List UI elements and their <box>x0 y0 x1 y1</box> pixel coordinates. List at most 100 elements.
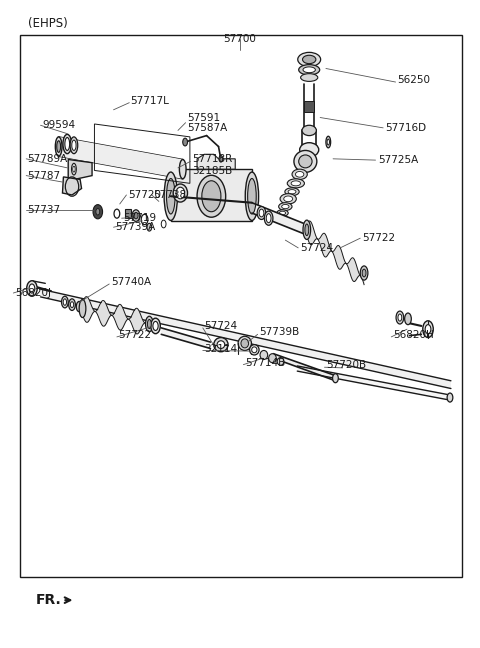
Text: 57737: 57737 <box>28 205 61 215</box>
Polygon shape <box>68 159 92 181</box>
Ellipse shape <box>176 187 185 199</box>
Ellipse shape <box>277 210 288 216</box>
Ellipse shape <box>63 134 72 154</box>
Ellipse shape <box>266 214 271 223</box>
Ellipse shape <box>285 188 299 196</box>
Ellipse shape <box>145 316 153 332</box>
Ellipse shape <box>269 354 276 363</box>
Ellipse shape <box>96 209 100 215</box>
Bar <box>124 209 131 218</box>
Polygon shape <box>161 328 210 349</box>
Ellipse shape <box>303 67 315 73</box>
Ellipse shape <box>73 167 75 172</box>
Ellipse shape <box>72 140 76 150</box>
Ellipse shape <box>300 74 318 82</box>
Ellipse shape <box>327 139 329 145</box>
Ellipse shape <box>183 138 188 146</box>
Ellipse shape <box>63 299 67 305</box>
Ellipse shape <box>299 65 320 75</box>
Text: 57789A: 57789A <box>28 154 68 164</box>
Ellipse shape <box>326 136 331 148</box>
Text: 57724: 57724 <box>300 243 333 253</box>
Text: 57722: 57722 <box>362 233 395 243</box>
Ellipse shape <box>238 336 252 351</box>
Polygon shape <box>274 354 336 381</box>
Ellipse shape <box>360 266 368 280</box>
Ellipse shape <box>248 178 256 214</box>
Ellipse shape <box>167 178 175 214</box>
Ellipse shape <box>27 281 37 296</box>
Ellipse shape <box>277 358 284 365</box>
Text: 57720: 57720 <box>128 190 161 200</box>
Ellipse shape <box>305 224 309 236</box>
Text: (EHPS): (EHPS) <box>28 17 67 30</box>
Ellipse shape <box>250 345 259 355</box>
Ellipse shape <box>292 169 307 179</box>
Ellipse shape <box>214 338 228 352</box>
Ellipse shape <box>299 155 312 168</box>
Ellipse shape <box>65 137 70 150</box>
Ellipse shape <box>71 302 74 308</box>
Text: 57739A: 57739A <box>115 222 155 232</box>
Ellipse shape <box>153 321 158 330</box>
Ellipse shape <box>333 374 338 383</box>
Bar <box>304 100 314 112</box>
Ellipse shape <box>279 211 286 214</box>
Ellipse shape <box>245 172 259 220</box>
Polygon shape <box>297 366 450 400</box>
Ellipse shape <box>396 311 404 324</box>
Ellipse shape <box>259 209 264 217</box>
Ellipse shape <box>93 205 103 219</box>
Ellipse shape <box>76 301 82 312</box>
Ellipse shape <box>260 351 268 360</box>
Text: 56820J: 56820J <box>15 288 51 298</box>
Ellipse shape <box>423 321 433 338</box>
Ellipse shape <box>219 156 223 162</box>
Ellipse shape <box>252 347 257 353</box>
Text: 57587A: 57587A <box>188 123 228 133</box>
Ellipse shape <box>282 204 289 209</box>
Text: 57718R: 57718R <box>192 154 232 165</box>
Polygon shape <box>40 289 451 389</box>
Ellipse shape <box>447 393 453 402</box>
Text: 57717L: 57717L <box>130 96 169 106</box>
Text: 57722: 57722 <box>118 330 151 340</box>
Ellipse shape <box>257 207 266 220</box>
Polygon shape <box>171 169 252 221</box>
Ellipse shape <box>202 181 221 212</box>
Ellipse shape <box>57 141 60 152</box>
Ellipse shape <box>288 190 296 194</box>
Ellipse shape <box>279 203 292 211</box>
Text: 57738: 57738 <box>153 190 186 200</box>
Ellipse shape <box>147 319 151 329</box>
Text: 57725A: 57725A <box>378 155 419 165</box>
Ellipse shape <box>296 172 304 177</box>
Text: 56250: 56250 <box>397 75 431 85</box>
Text: 56820H: 56820H <box>393 330 433 340</box>
Ellipse shape <box>302 125 316 135</box>
Ellipse shape <box>405 313 411 325</box>
Text: 57591: 57591 <box>188 113 221 122</box>
Text: 57716D: 57716D <box>385 123 427 133</box>
Text: FR.: FR. <box>36 593 61 607</box>
Text: 57787: 57787 <box>28 170 61 181</box>
Ellipse shape <box>151 318 160 334</box>
Polygon shape <box>59 137 183 179</box>
Text: 32185B: 32185B <box>192 166 232 176</box>
Ellipse shape <box>398 314 402 321</box>
Ellipse shape <box>362 269 366 277</box>
Ellipse shape <box>72 163 76 175</box>
Ellipse shape <box>61 296 68 308</box>
Ellipse shape <box>425 325 431 334</box>
Ellipse shape <box>241 339 249 348</box>
Ellipse shape <box>294 150 317 172</box>
Ellipse shape <box>298 52 321 67</box>
Ellipse shape <box>300 143 319 157</box>
Ellipse shape <box>132 210 140 222</box>
Ellipse shape <box>280 194 296 204</box>
Ellipse shape <box>291 181 300 186</box>
Ellipse shape <box>29 284 35 293</box>
Text: 57739B: 57739B <box>259 327 300 338</box>
Ellipse shape <box>69 299 75 310</box>
Ellipse shape <box>197 175 226 217</box>
